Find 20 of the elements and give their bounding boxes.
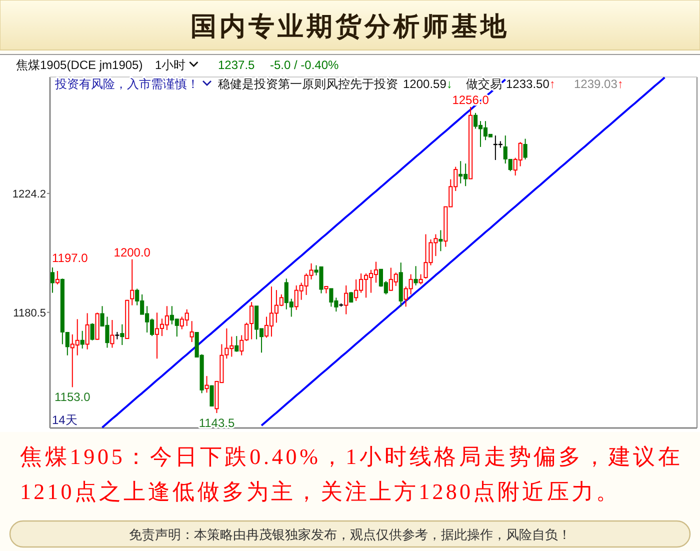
data-label: 1200.0 — [114, 245, 150, 260]
annotation: 焦煤1905(DCE jm1905) — [16, 58, 143, 72]
title: 国内专业期货分析师基地 — [190, 11, 510, 41]
annotation: 1197.0 — [52, 251, 88, 265]
annotation: 1239.03↑ — [574, 77, 624, 91]
annotation: 免责声明：本策略由冉茂银独家发布，观点仅供参考，据此操作，风险自负！ — [129, 527, 571, 542]
annotation: 1210点之上逢低做多为主，关注上方1280点附近压力。 — [20, 479, 618, 504]
annotation: 1237.5 — [218, 58, 255, 72]
annotation: -5.0 / -0.40% — [270, 58, 339, 72]
annotation: 投资有风险，入市需谨慎！ — [55, 77, 199, 91]
annotation: 1200.59↓ — [403, 77, 452, 91]
annotation: 14天 — [52, 413, 78, 427]
annotation: 焦煤1905：今日下跌0.40%，1小时线格局走势偏多，建议在 — [20, 444, 680, 469]
data-label: 1143.5 — [198, 416, 235, 430]
data-label: 1153.0 — [54, 390, 90, 404]
annotation: 1233.50↑ — [506, 77, 556, 91]
annotation: 1小时 — [155, 58, 186, 72]
ytick: 1180.5 — [13, 307, 46, 320]
annotation: 稳健是投资第一原则风控先于投资 — [218, 77, 398, 91]
ytick: 1224.2 — [12, 188, 46, 200]
